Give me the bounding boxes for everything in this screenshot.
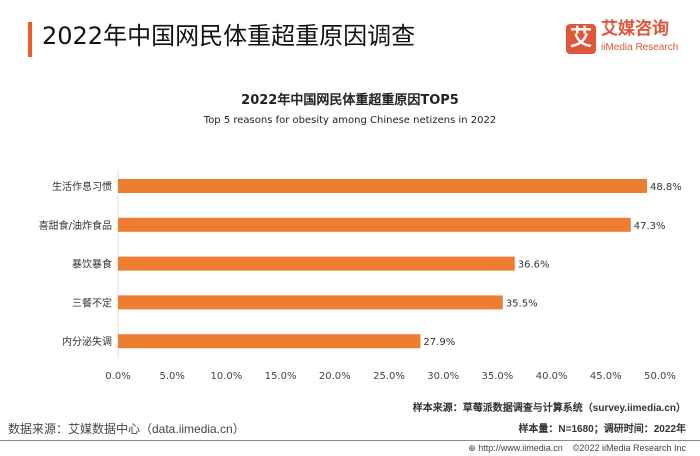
data-label: 36.6% <box>518 260 550 271</box>
data-source: 数据来源：艾媒数据中心（data.iimedia.cn） <box>8 422 245 436</box>
logo-icon: 艾 <box>566 24 596 54</box>
category-label: 内分泌失调 <box>62 335 112 348</box>
x-tick-label: 15.0% <box>265 371 297 382</box>
sample-size: 样本量：N=1680；调研时间：2022年 <box>518 424 686 435</box>
sample-source: 样本来源：草莓派数据调查与计算系统（survey.iimedia.cn） <box>412 403 686 414</box>
x-tick-label: 0.0% <box>105 371 130 382</box>
x-tick-label: 50.0% <box>644 371 676 382</box>
bar <box>118 334 421 349</box>
x-tick-label: 20.0% <box>319 371 351 382</box>
logo-text-en: iiMedia Research <box>601 42 679 53</box>
footer-divider <box>0 440 700 441</box>
chart-title: 2022年中国网民体重超重原因TOP5 <box>241 93 459 108</box>
bar <box>118 217 631 232</box>
data-label: 27.9% <box>423 337 455 348</box>
category-label: 三餐不定 <box>72 296 112 309</box>
data-label: 47.3% <box>634 221 666 232</box>
category-label: 暴饮暴食 <box>72 258 112 271</box>
logo-text-cn: 艾媒咨询 <box>601 19 669 39</box>
data-label: 35.5% <box>506 298 538 309</box>
copyright: ©2022 iiMedia Research Inc <box>572 443 686 453</box>
x-tick-label: 10.0% <box>211 371 243 382</box>
bar <box>118 295 503 310</box>
category-label: 喜甜食/油炸食品 <box>39 219 112 232</box>
x-tick-label: 25.0% <box>373 371 405 382</box>
title-accent-bar <box>28 22 32 57</box>
globe-icon: ⊕ <box>468 443 476 453</box>
x-tick-label: 45.0% <box>590 371 622 382</box>
bar <box>118 179 647 193</box>
bar <box>118 256 515 271</box>
footer-url[interactable]: http://www.iimedia.cn <box>478 443 563 453</box>
data-label: 48.8% <box>650 182 682 193</box>
x-tick-label: 40.0% <box>536 371 568 382</box>
page-title: 2022年中国网民体重超重原因调查 <box>42 22 416 50</box>
category-label: 生活作息习惯 <box>52 180 112 193</box>
x-tick-label: 5.0% <box>159 371 184 382</box>
chart-subtitle: Top 5 reasons for obesity among Chinese … <box>203 115 497 126</box>
footer-info: ⊕ http://www.iimedia.cn ©2022 iiMedia Re… <box>468 443 686 454</box>
x-tick-label: 35.0% <box>482 371 514 382</box>
x-tick-label: 30.0% <box>427 371 459 382</box>
